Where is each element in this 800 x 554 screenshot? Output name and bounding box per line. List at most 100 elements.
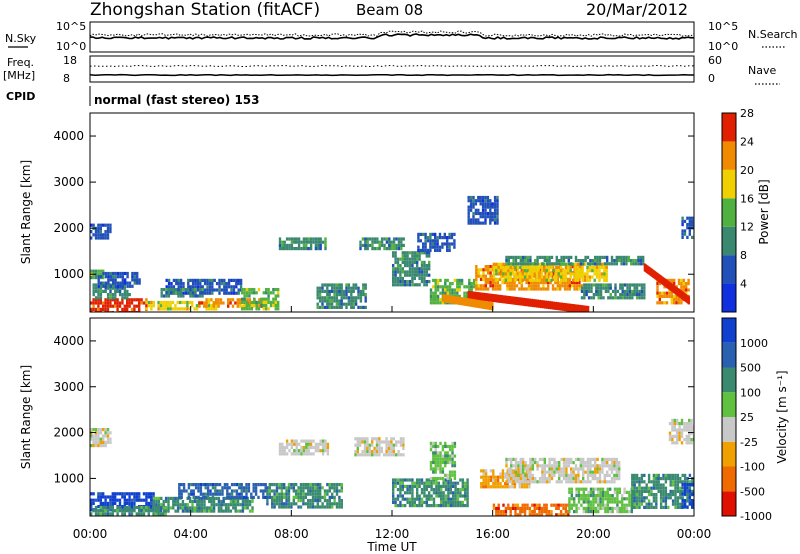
data-cell — [90, 492, 93, 496]
data-cell — [688, 473, 692, 477]
data-cell — [118, 301, 122, 305]
ridge-cell — [529, 298, 533, 307]
data-cell — [185, 489, 188, 493]
data-cell — [130, 505, 134, 509]
data-cell — [594, 262, 597, 266]
data-cell — [268, 492, 271, 496]
data-cell — [656, 282, 659, 286]
data-cell — [180, 495, 183, 499]
data-cell — [340, 289, 343, 293]
data-cell — [430, 494, 433, 498]
data-cell — [686, 499, 689, 503]
data-cell — [461, 481, 464, 485]
data-cell — [603, 265, 606, 270]
data-cell — [531, 464, 534, 468]
data-cell — [638, 289, 641, 293]
data-cell — [584, 255, 587, 259]
data-cell — [116, 505, 119, 510]
data-cell — [522, 473, 525, 477]
data-cell — [411, 251, 414, 255]
data-cell — [533, 272, 536, 276]
data-cell — [248, 301, 251, 305]
data-cell — [668, 278, 671, 282]
data-cell — [180, 492, 183, 496]
data-cell — [211, 486, 215, 490]
data-cell — [194, 278, 197, 282]
data-cell — [556, 281, 559, 285]
data-cell — [109, 304, 112, 308]
data-cell — [352, 302, 355, 306]
data-cell — [411, 283, 414, 287]
data-cell — [613, 500, 617, 504]
data-cell — [508, 281, 511, 285]
data-cell — [685, 438, 688, 442]
data-cell — [556, 274, 559, 278]
data-cell — [432, 298, 435, 302]
data-cell — [102, 307, 105, 311]
data-cell — [283, 502, 286, 506]
data-cell — [328, 289, 331, 293]
data-cell — [547, 278, 551, 282]
data-cell — [404, 251, 407, 255]
data-cell — [229, 298, 232, 302]
data-cell — [333, 289, 336, 293]
data-cell — [607, 286, 610, 290]
data-cell — [182, 291, 185, 295]
data-cell — [432, 457, 435, 461]
data-cell — [333, 489, 336, 493]
data-cell — [511, 284, 514, 288]
data-cell — [432, 291, 435, 295]
data-cell — [307, 502, 310, 506]
data-cell — [541, 480, 544, 484]
data-cell — [528, 272, 532, 276]
data-cell — [392, 484, 395, 488]
data-cell — [514, 259, 518, 263]
data-cell — [218, 483, 222, 487]
data-cell — [475, 281, 478, 285]
data-cell — [305, 452, 308, 456]
data-cell — [674, 477, 677, 481]
data-cell — [526, 278, 529, 282]
data-cell — [278, 499, 281, 503]
data-cell — [586, 457, 590, 461]
data-cell — [548, 262, 551, 266]
data-cell — [543, 269, 546, 273]
data-cell — [411, 488, 414, 492]
data-cell — [633, 289, 636, 293]
cpid-label: CPID — [6, 90, 35, 103]
noise-search-label: N.Search — [748, 28, 798, 41]
data-cell — [268, 486, 271, 490]
data-cell — [686, 235, 689, 239]
data-cell — [514, 265, 517, 270]
data-cell — [494, 478, 497, 482]
data-cell — [586, 272, 589, 276]
power-colorbar-label: Power [dB] — [757, 179, 771, 244]
data-cell — [333, 286, 336, 290]
data-cell — [112, 275, 115, 279]
data-cell — [605, 275, 608, 279]
data-cell — [541, 473, 544, 477]
data-cell — [413, 504, 416, 508]
data-cell — [575, 506, 578, 510]
data-cell — [631, 502, 634, 506]
data-cell — [546, 259, 549, 263]
colorbar-tick-label: 20 — [740, 164, 754, 177]
data-cell — [619, 283, 622, 287]
data-cell — [150, 300, 153, 305]
data-cell — [496, 211, 499, 216]
data-cell — [202, 492, 205, 496]
data-cell — [576, 269, 580, 273]
data-cell — [640, 283, 644, 287]
data-cell — [338, 299, 341, 303]
data-cell — [583, 286, 586, 290]
data-cell — [469, 208, 473, 212]
data-cell — [447, 484, 450, 488]
colorbar-tick-label: -100 — [740, 461, 765, 474]
data-cell — [262, 307, 265, 311]
data-cell — [592, 296, 596, 300]
data-cell — [502, 510, 505, 514]
data-cell — [118, 289, 122, 293]
data-cell — [147, 501, 150, 505]
data-cell — [106, 226, 110, 230]
data-cell — [209, 489, 212, 493]
